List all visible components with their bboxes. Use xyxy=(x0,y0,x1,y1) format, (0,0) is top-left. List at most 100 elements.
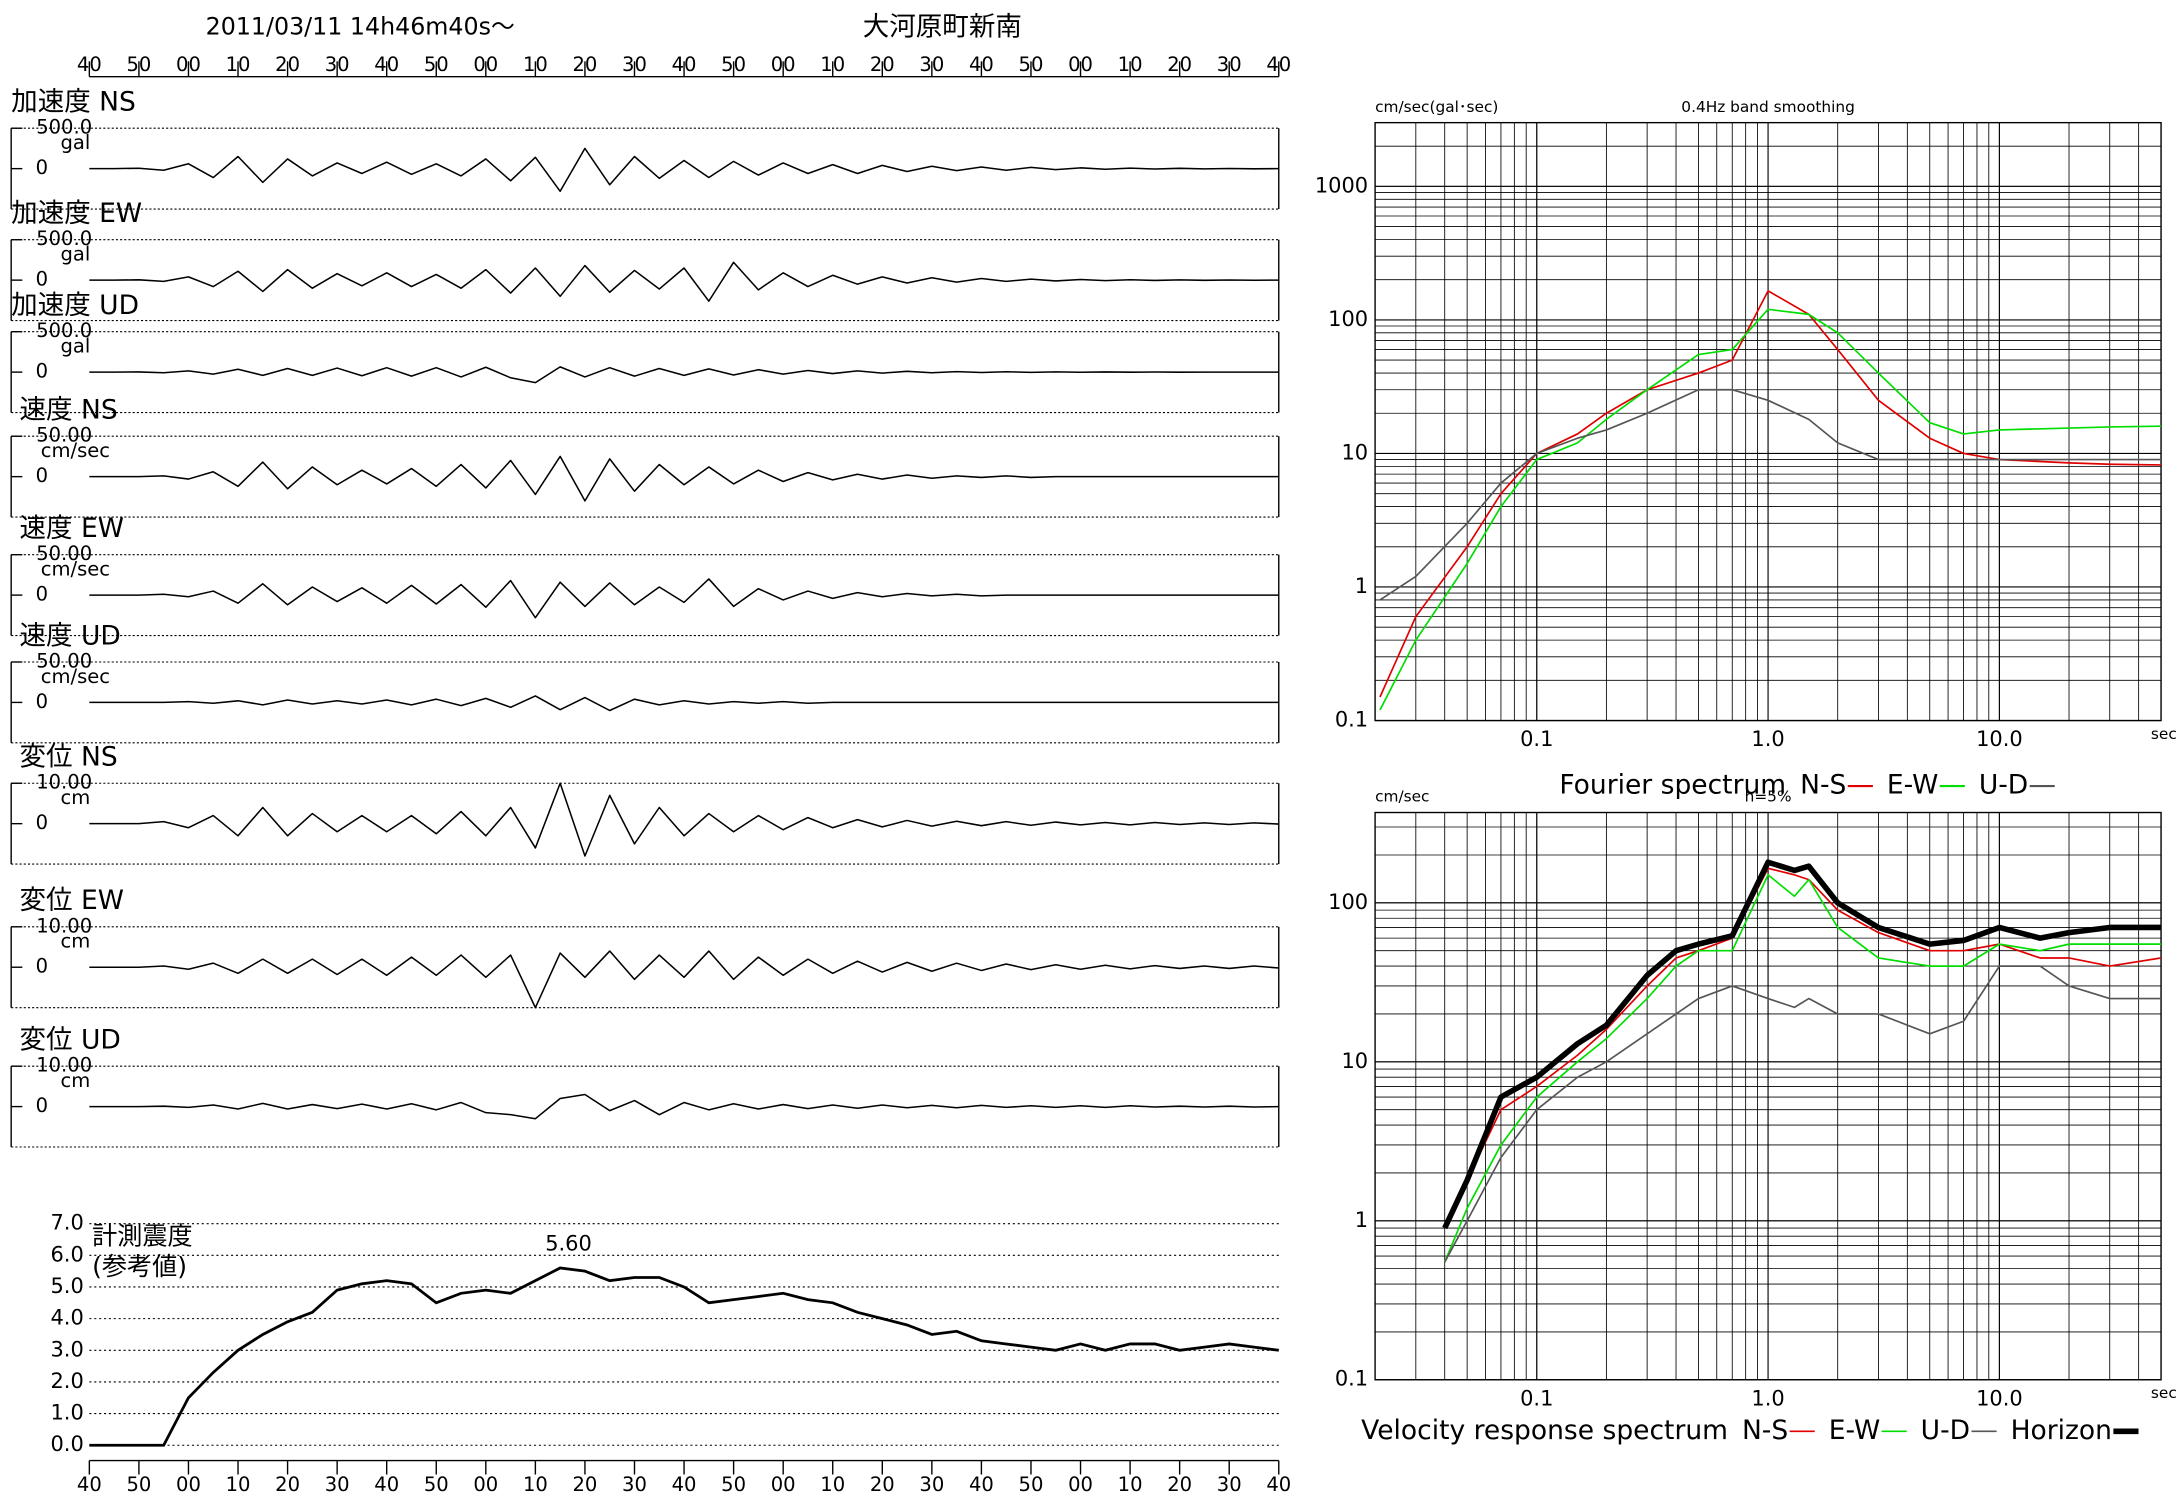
time-tick-label: 50 xyxy=(721,53,746,76)
chart-title: 計測震度 xyxy=(92,1222,192,1251)
time-tick-label: 00 xyxy=(1068,1473,1093,1496)
unit-label: cm/sec xyxy=(41,665,110,688)
trace-title: 加速度 EW xyxy=(11,198,142,229)
waveform xyxy=(89,578,1279,619)
y-tick-label: 1.0 xyxy=(50,1401,83,1425)
amplitude-label: 500.0 xyxy=(36,227,92,250)
y-tick-label: 100 xyxy=(1328,890,1368,914)
time-tick-label: 20 xyxy=(1167,53,1192,76)
legend-title: Fourier spectrum xyxy=(1559,770,1786,801)
x-tick-label: 1.0 xyxy=(1751,1386,1784,1410)
amplitude-label: 0 xyxy=(36,360,48,383)
time-tick-label: 50 xyxy=(424,53,449,76)
unit-label: gal xyxy=(60,335,90,358)
y-tick-label: 0.0 xyxy=(50,1432,83,1456)
time-tick-label: 40 xyxy=(77,53,102,76)
time-tick-label: 30 xyxy=(622,1473,647,1496)
time-tick-label: 40 xyxy=(1266,1473,1291,1496)
chart-title: 0.4Hz band smoothing xyxy=(1681,98,1855,116)
time-tick-label: 50 xyxy=(126,1473,151,1496)
time-tick-label: 00 xyxy=(473,1473,498,1496)
waveform xyxy=(89,782,1279,857)
amplitude-label: 0 xyxy=(36,464,48,487)
legend-label: E-W xyxy=(1887,770,1938,801)
time-tick-label: 00 xyxy=(771,1473,796,1496)
time-tick-label: 50 xyxy=(126,53,151,76)
amplitude-label: 500.0 xyxy=(36,116,92,139)
time-tick-label: 10 xyxy=(226,53,251,76)
x-tick-label: 10.0 xyxy=(1976,1386,2023,1410)
spectrum-line xyxy=(1443,874,2162,1263)
spectrum-line xyxy=(1442,859,2162,1230)
time-tick-label: 20 xyxy=(870,53,895,76)
peak-annotation: 5.60 xyxy=(545,1231,592,1255)
chart-title: h=5% xyxy=(1745,788,1792,806)
y-tick-label: 2.0 xyxy=(50,1369,83,1393)
unit-label: cm/sec xyxy=(41,439,110,462)
amplitude-label: 0 xyxy=(36,156,48,179)
time-tick-label: 20 xyxy=(870,1473,895,1496)
time-tick-label: 20 xyxy=(573,53,598,76)
y-tick-label: 7.0 xyxy=(50,1211,83,1235)
time-tick-label: 30 xyxy=(919,1473,944,1496)
unit-label: cm/sec xyxy=(41,558,110,581)
time-tick-label: 30 xyxy=(325,1473,350,1496)
y-axis-unit: cm/sec xyxy=(1375,788,1429,806)
y-tick-label: 0.1 xyxy=(1335,708,1368,732)
amplitude-label: 10.00 xyxy=(36,914,92,937)
time-tick-label: 20 xyxy=(275,53,300,76)
time-tick-label: 30 xyxy=(622,53,647,76)
time-tick-label: 20 xyxy=(1167,1473,1192,1496)
chart-subtitle: (参考値) xyxy=(92,1252,187,1281)
spectrum-line xyxy=(1443,965,2162,1263)
waveform xyxy=(89,147,1279,193)
time-tick-label: 00 xyxy=(176,1473,201,1496)
spectrum-line xyxy=(1379,388,2162,601)
waveform xyxy=(89,1093,1279,1120)
amplitude-label: 50.00 xyxy=(36,650,92,673)
unit-label: cm xyxy=(60,786,90,809)
legend-label: N-S xyxy=(1742,1415,1788,1446)
amplitude-label: 500.0 xyxy=(36,319,92,342)
x-axis-unit: sec xyxy=(2151,725,2177,743)
legend-label: N-S xyxy=(1800,770,1846,801)
waveform xyxy=(89,455,1279,502)
amplitude-label: 50.00 xyxy=(36,424,92,447)
time-tick-label: 50 xyxy=(721,1473,746,1496)
trace-title: 加速度 NS xyxy=(11,87,136,118)
time-tick-label: 40 xyxy=(672,1473,697,1496)
legend-label: E-W xyxy=(1829,1415,1880,1446)
time-tick-label: 20 xyxy=(573,1473,598,1496)
time-tick-label: 20 xyxy=(275,1473,300,1496)
y-tick-label: 5.0 xyxy=(50,1274,83,1298)
unit-label: gal xyxy=(60,131,90,154)
time-tick-label: 40 xyxy=(969,1473,994,1496)
trace-title: 速度 UD xyxy=(20,620,121,651)
time-tick-label: 10 xyxy=(1118,1473,1143,1496)
y-tick-label: 10 xyxy=(1341,1049,1368,1073)
y-axis-unit: cm/sec(gal･sec) xyxy=(1375,98,1498,116)
time-tick-label: 10 xyxy=(226,1473,251,1496)
spectrum-line xyxy=(1379,290,2162,698)
amplitude-label: 10.00 xyxy=(36,1054,92,1077)
amplitude-label: 0 xyxy=(36,268,48,291)
legend-label: Horizon xyxy=(2011,1415,2112,1446)
time-tick-label: 30 xyxy=(1217,1473,1242,1496)
time-tick-label: 40 xyxy=(672,53,697,76)
y-tick-label: 0.1 xyxy=(1335,1367,1368,1391)
unit-label: cm xyxy=(60,930,90,953)
time-tick-label: 10 xyxy=(820,53,845,76)
waveform xyxy=(89,366,1279,384)
time-tick-label: 00 xyxy=(473,53,498,76)
trace-title: 速度 NS xyxy=(20,395,118,426)
x-tick-label: 10.0 xyxy=(1976,727,2023,751)
waveform xyxy=(89,950,1279,1009)
trace-title: 変位 UD xyxy=(20,1025,121,1056)
station-name: 大河原町新南 xyxy=(863,11,1022,42)
time-tick-label: 10 xyxy=(820,1473,845,1496)
trace-title: 加速度 UD xyxy=(11,290,139,321)
time-tick-label: 30 xyxy=(919,53,944,76)
trace-title: 速度 EW xyxy=(20,513,124,544)
x-tick-label: 1.0 xyxy=(1751,727,1784,751)
x-tick-label: 0.1 xyxy=(1520,727,1553,751)
